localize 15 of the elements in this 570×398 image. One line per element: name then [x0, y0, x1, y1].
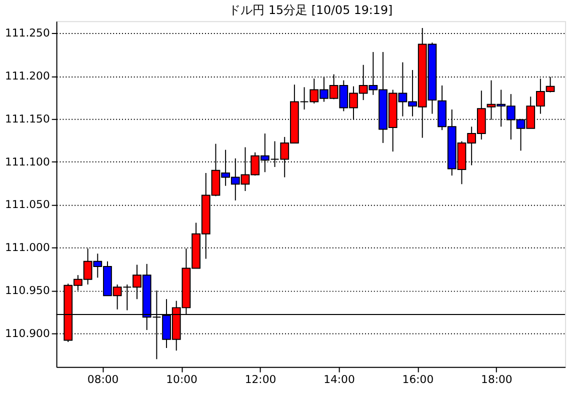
y-tick-label: 110.900 — [4, 326, 50, 340]
x-tick-label: 10:00 — [166, 373, 198, 386]
chart-title: ドル円 15分足 [10/05 19:19] — [228, 3, 393, 18]
y-tick-label: 111.150 — [4, 112, 50, 126]
y-tick-label: 111.100 — [4, 155, 50, 168]
y-tick-label: 111.200 — [4, 69, 50, 82]
x-tick-label: 12:00 — [244, 373, 276, 386]
y-tick-label: 111.050 — [4, 198, 50, 212]
y-tick-label: 111.000 — [4, 241, 50, 254]
y-tick-label: 111.250 — [4, 26, 50, 40]
y-tick-label: 110.950 — [4, 284, 50, 297]
x-tick-label: 14:00 — [324, 373, 355, 386]
x-tick-label: 08:00 — [87, 373, 119, 386]
x-tick-label: 16:00 — [402, 373, 434, 386]
x-tick-label: 18:00 — [481, 373, 512, 386]
